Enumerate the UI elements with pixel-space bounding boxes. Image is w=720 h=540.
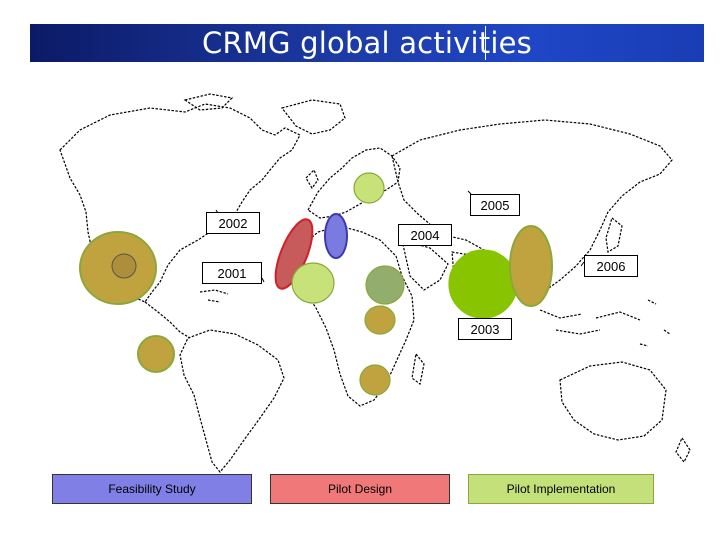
europe-outline: [307, 147, 401, 219]
bubble-southern-africa-design: [359, 364, 391, 396]
activity-bubbles: [79, 172, 553, 396]
bubble-south-america-design: [137, 335, 175, 373]
year-label-2006: 2006: [584, 255, 638, 277]
legend-feasibility-study: Feasibility Study: [52, 474, 252, 504]
bubble-china-design: [509, 225, 553, 307]
legend-pilot-design: Pilot Design: [270, 474, 450, 504]
caribbean-outline: [199, 289, 229, 303]
year-label-2004: 2004: [398, 224, 452, 246]
bubble-eastern-europe-implementation: [353, 172, 385, 204]
arabia-outline: [401, 239, 449, 291]
central-america-outline: [144, 301, 191, 339]
legend-pilot-implementation: Pilot Implementation: [468, 474, 654, 504]
japan-outline: [605, 216, 623, 253]
south-america-outline: [179, 329, 285, 473]
africa-outline: [295, 225, 415, 407]
title-bar: CRMG global activities: [30, 24, 704, 62]
australia-outline: [559, 361, 667, 441]
bubble-north-america-inner: [111, 253, 137, 279]
southeast-asia-outline: [539, 309, 641, 335]
year-label-2003: 2003: [458, 318, 512, 340]
page-title: CRMG global activities: [202, 26, 532, 60]
year-label-2002: 2002: [206, 212, 260, 234]
text-cursor: [485, 26, 486, 60]
arctic-islands-outline: [183, 93, 234, 111]
madagascar-outline: [411, 352, 425, 386]
greenland-outline: [280, 99, 346, 135]
year-label-2005: 2005: [470, 194, 520, 216]
bubble-east-africa-design: [364, 305, 396, 335]
year-label-2001: 2001: [202, 262, 262, 284]
bubble-west-africa-design: [274, 218, 314, 290]
new-zealand-outline: [675, 436, 691, 464]
bubble-europe-feasibility: [324, 213, 348, 259]
uk-outline: [305, 168, 319, 190]
bubble-north-africa-implementation: [365, 265, 405, 305]
bubble-india-implementation: [448, 249, 518, 319]
pacific-islands-outline: [639, 299, 671, 347]
bubble-west-africa-implementation: [291, 262, 335, 304]
